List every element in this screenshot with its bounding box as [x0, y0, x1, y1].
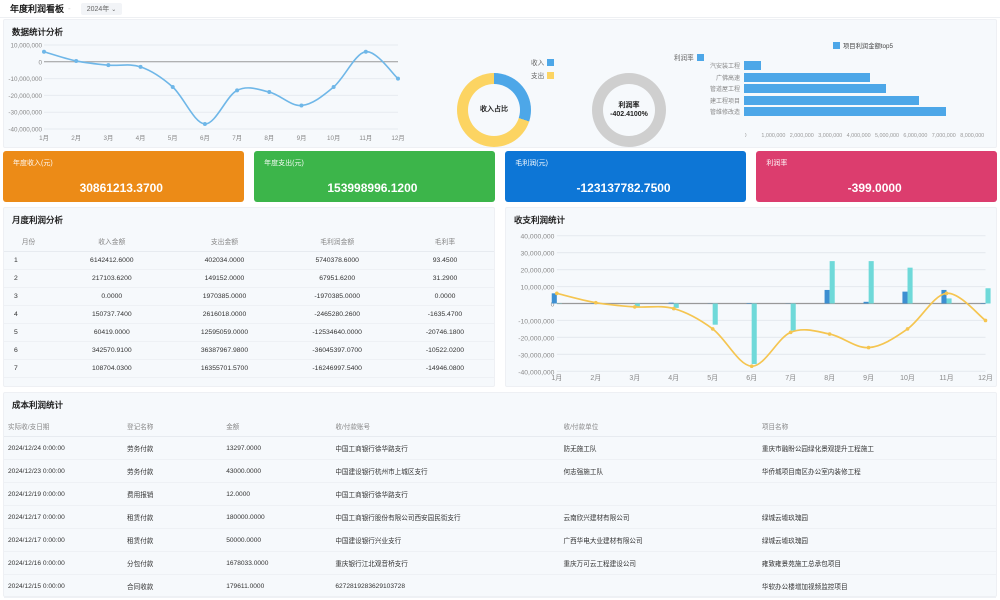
svg-text:10,000,000: 10,000,000 — [10, 43, 42, 50]
svg-text:8,000,000: 8,000,000 — [960, 133, 984, 139]
svg-text:3月: 3月 — [103, 134, 113, 142]
svg-text:0: 0 — [745, 133, 747, 139]
svg-text:5月: 5月 — [707, 374, 718, 381]
svg-text:1月: 1月 — [551, 374, 562, 381]
svg-text:-30,000,000: -30,000,000 — [8, 110, 42, 117]
svg-text:-10,000,000: -10,000,000 — [8, 76, 42, 83]
svg-text:2,000,000: 2,000,000 — [789, 133, 813, 139]
svg-text:1,000,000: 1,000,000 — [761, 133, 785, 139]
svg-text:6月: 6月 — [746, 374, 757, 381]
svg-text:11月: 11月 — [939, 374, 953, 381]
svg-text:0: 0 — [38, 59, 42, 66]
svg-text:3,000,000: 3,000,000 — [818, 133, 842, 139]
svg-text:12月: 12月 — [978, 374, 993, 381]
svg-text:5月: 5月 — [168, 134, 178, 142]
svg-text:8月: 8月 — [264, 134, 274, 142]
svg-text:7,000,000: 7,000,000 — [931, 133, 955, 139]
svg-text:4月: 4月 — [668, 374, 679, 381]
svg-text:9月: 9月 — [297, 134, 307, 142]
svg-text:2月: 2月 — [71, 134, 81, 142]
svg-text:5,000,000: 5,000,000 — [875, 133, 899, 139]
svg-text:9月: 9月 — [863, 374, 874, 381]
svg-text:11月: 11月 — [359, 134, 372, 142]
svg-text:-40,000,000: -40,000,000 — [518, 369, 554, 376]
svg-text:-30,000,000: -30,000,000 — [518, 352, 554, 359]
svg-text:7月: 7月 — [785, 374, 796, 381]
svg-text:-40,000,000: -40,000,000 — [8, 127, 42, 134]
svg-text:10,000,000: 10,000,000 — [521, 285, 555, 292]
svg-text:20,000,000: 20,000,000 — [521, 268, 555, 275]
svg-text:40,000,000: 40,000,000 — [521, 234, 555, 241]
svg-text:12月: 12月 — [391, 134, 404, 142]
svg-text:10月: 10月 — [900, 374, 915, 381]
svg-text:1月: 1月 — [39, 134, 49, 142]
svg-text:6,000,000: 6,000,000 — [903, 133, 927, 139]
svg-text:30,000,000: 30,000,000 — [521, 251, 555, 258]
svg-text:3月: 3月 — [629, 374, 640, 381]
svg-text:-10,000,000: -10,000,000 — [518, 318, 554, 325]
svg-text:4月: 4月 — [136, 134, 146, 142]
svg-text:7月: 7月 — [232, 134, 242, 142]
svg-text:-20,000,000: -20,000,000 — [518, 335, 554, 342]
svg-text:-20,000,000: -20,000,000 — [8, 93, 42, 100]
svg-text:10月: 10月 — [327, 134, 340, 142]
svg-text:4,000,000: 4,000,000 — [846, 133, 870, 139]
svg-text:6月: 6月 — [200, 134, 210, 142]
svg-text:8月: 8月 — [824, 374, 835, 381]
svg-text:2月: 2月 — [590, 374, 601, 381]
